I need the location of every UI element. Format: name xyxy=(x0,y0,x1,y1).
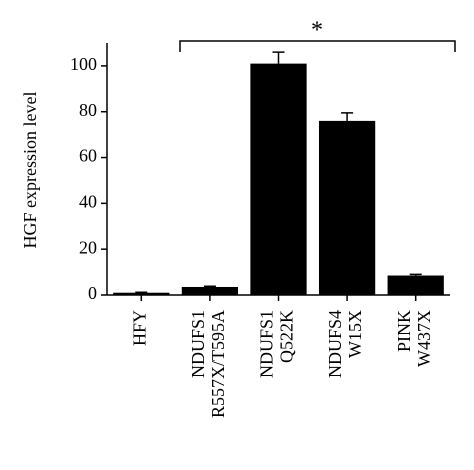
error-bar xyxy=(341,112,354,121)
y-tick-label: 0 xyxy=(88,283,97,303)
bar xyxy=(318,120,376,296)
y-tick-label: 20 xyxy=(79,237,97,257)
error-bar xyxy=(409,273,422,276)
y-tick-label: 100 xyxy=(70,54,97,74)
x-tick-label: Q522K xyxy=(277,310,297,363)
x-tick-label: W15X xyxy=(345,310,365,358)
x-tick-label: R557X/T595A xyxy=(208,310,228,418)
bar xyxy=(250,63,307,296)
x-tick-label: W437X xyxy=(414,310,434,367)
bar xyxy=(387,275,444,295)
error-bar xyxy=(203,285,216,288)
x-tick-label: NDUFS1 xyxy=(257,310,277,378)
significance-bracket xyxy=(179,40,456,52)
x-tick-label: PINK xyxy=(394,310,414,352)
x-tick-label: NDUFS4 xyxy=(325,310,345,378)
bar xyxy=(113,292,170,295)
bar xyxy=(181,286,239,295)
y-axis-label: HGF expression level xyxy=(20,92,40,249)
x-tick-label: HFY xyxy=(129,310,149,346)
y-tick-label: 80 xyxy=(79,100,97,120)
significance-star: * xyxy=(311,18,323,44)
y-tick-label: 60 xyxy=(79,146,97,166)
y-tick-label: 40 xyxy=(79,191,97,211)
x-tick-label: NDUFS1 xyxy=(188,310,208,378)
error-bar xyxy=(272,51,285,64)
